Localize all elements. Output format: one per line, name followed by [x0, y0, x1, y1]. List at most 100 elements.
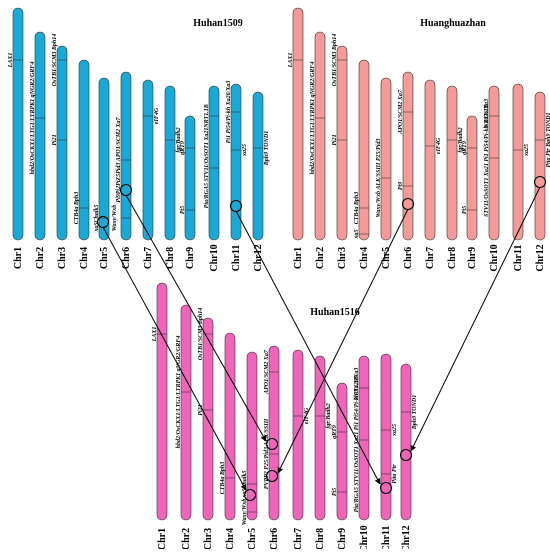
chromosome-label: Chr6	[269, 528, 280, 549]
gene-label: Pita Ptr Bph9 TOND1	[546, 112, 550, 167]
gene-label: LAX1	[288, 53, 294, 69]
chromosome-bar	[314, 31, 326, 241]
locus-highlight-circle	[243, 488, 257, 502]
gene-label: Pi5	[462, 206, 468, 214]
gene-label: fgr/Badh2	[326, 403, 332, 428]
panel-huhan1516: Huhan1516 Chr1 Chr2 Chr3 Chr4 Chr5 Chr6 Chr7 Chr…	[152, 282, 418, 553]
chromosome-bar	[180, 304, 192, 521]
chromosome-label: Chr5	[247, 528, 258, 549]
chromosome-bar	[534, 91, 546, 241]
chromosome-label: Chr8	[165, 247, 176, 269]
gene-label: CTB4a Bph3	[74, 192, 80, 225]
gene-label: Pi1 Pi54/Pi-kh Xa26/Xa3	[226, 81, 232, 144]
chromosome-label: Chr2	[181, 528, 192, 549]
chromosome-label: Chr1	[13, 247, 24, 269]
gene-label: xa25	[524, 144, 530, 157]
chromosome-bar	[12, 7, 24, 241]
locus-highlight-circle	[379, 481, 393, 495]
chromosome-label: Chr5	[381, 247, 392, 269]
chromosome-bar	[78, 59, 90, 241]
chromosome-bar	[380, 353, 392, 521]
chromosome-label: Chr4	[79, 247, 90, 269]
gene-label: qRT9	[332, 425, 338, 439]
chromosome-bar	[184, 115, 196, 241]
chromosome-bar	[156, 282, 168, 521]
gene-label: eIF4G	[436, 137, 442, 154]
chromosome-bar	[268, 345, 280, 521]
gene-label: Waxy/Wxb ALK/SSIII P25/Pid3	[376, 138, 382, 217]
chromosome-bar	[292, 349, 304, 521]
chromosome-label: Chr8	[315, 528, 326, 549]
gene-label: eIF4G	[304, 407, 310, 424]
chromosome-label: Chr3	[57, 247, 68, 269]
gene-label: eIF4G	[154, 107, 160, 124]
chromosome-bar	[246, 351, 258, 521]
gene-label: LAX1	[8, 53, 14, 69]
chromosome-bar	[120, 71, 132, 241]
chromosome-label: Chr5	[99, 247, 110, 269]
gene-label: hbd2/OsCKX1/LTG1/LTRPK1 qNGR2/GRF4	[310, 62, 316, 175]
gene-label: Pi5	[180, 206, 186, 214]
chromosome-label: Chr9	[185, 247, 196, 269]
chromosome-label: Chr12	[535, 244, 546, 271]
locus-highlight-circle	[399, 448, 413, 462]
panel-title: Huanghuazhan	[420, 18, 486, 29]
gene-label: OsTB1/SCM3 Bph14	[198, 308, 204, 361]
gene-label: STV11/OsSOT1 Xa21 Pi1 Pi54/Pi-kh Xa26/Xa…	[484, 99, 490, 217]
chromosome-label: Chr4	[225, 528, 236, 549]
gene-label: PVPP2 P25/Pid3 ALK/SSIII	[264, 418, 270, 489]
inheritance-arrow	[102, 226, 247, 491]
gene-label: Pi21	[52, 134, 58, 145]
chromosome-label: Chr7	[293, 528, 304, 549]
chromosome-bar	[400, 363, 412, 521]
gene-label: Pi21	[332, 134, 338, 145]
gene-label: Waxy/Wxb	[112, 205, 118, 232]
gene-label: fgr/Badh2	[458, 127, 464, 152]
locus-highlight-circle	[265, 437, 279, 451]
chromosome-bar	[314, 355, 326, 521]
gene-label: xa5Chalk5	[94, 204, 100, 232]
gene-label: xa5	[354, 230, 360, 240]
chromosome-label: Chr3	[203, 528, 214, 549]
chromosome-bar	[488, 85, 500, 241]
chromosome-bar	[56, 45, 68, 241]
gene-label: NRT1.1B	[354, 376, 360, 401]
gene-label: CTB4a Bph3	[354, 192, 360, 225]
gene-label: APO1/SCM2 Xa7	[264, 349, 270, 395]
chromosome-bar	[142, 79, 154, 241]
gene-label: Pita Ptr	[392, 464, 398, 484]
panel-title: Huhan1516	[310, 307, 359, 318]
chromosome-bar	[446, 85, 458, 241]
chromosome-bar	[336, 382, 348, 521]
gene-label: LAX1	[152, 327, 158, 343]
chromosome-label: Chr7	[143, 247, 154, 269]
gene-label: Waxy/Wxb	[242, 499, 248, 526]
gene-label: Pi9Pi2PiZ5Pid3 APO1/SCM2 Xa7	[116, 116, 122, 202]
gene-label: APO1/SCM2 Xa7	[398, 89, 404, 135]
chromosome-label: Chr4	[359, 247, 370, 269]
gene-label: xa25	[242, 144, 248, 157]
chromosome-bar	[208, 85, 220, 241]
chromosome-label: Chr9	[467, 247, 478, 269]
chromosome-bar	[380, 77, 392, 241]
chromosome-label: Chr2	[315, 247, 326, 269]
chromosome-bar	[466, 115, 478, 241]
inheritance-arrow	[125, 194, 267, 442]
chromosome-label: Chr11	[513, 245, 524, 272]
gene-label: Bph9 TOND1	[264, 131, 270, 166]
chromosome-label: Chr11	[381, 526, 392, 549]
chromosome-bar	[224, 332, 236, 521]
chromosome-label: Chr1	[293, 247, 304, 269]
chromosome-label: Chr12	[401, 525, 412, 549]
chromosome-bar	[34, 31, 46, 241]
gene-label: qRT9	[462, 141, 468, 155]
inheritance-arrow	[277, 208, 409, 474]
chromosome-bar	[164, 85, 176, 241]
chromosome-bar	[336, 45, 348, 241]
chromosome-label: Chr1	[157, 528, 168, 549]
chromosome-bar	[402, 71, 414, 241]
gene-label: qRT9	[180, 141, 186, 155]
chromosome-bar	[512, 83, 524, 241]
